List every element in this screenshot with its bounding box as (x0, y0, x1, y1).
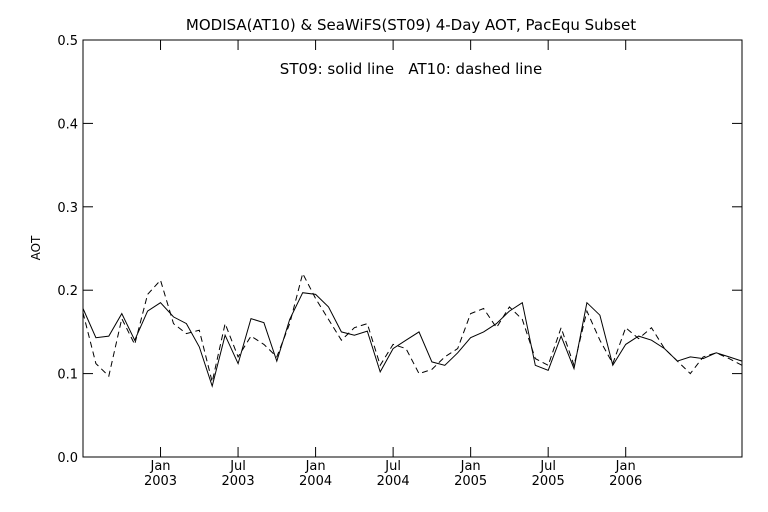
x-tick-month: Jul (229, 459, 246, 474)
x-tick-year: 2004 (377, 474, 410, 489)
y-axis-ticks: 0.0 0.1 0.2 0.3 0.4 0.5 (57, 34, 742, 466)
chart-title: MODISA(AT10) & SeaWiFS(ST09) 4-Day AOT, … (186, 16, 636, 34)
x-tick-year: 2005 (454, 474, 487, 489)
x-tick-month: Jan (460, 459, 481, 474)
y-axis-label: AOT (29, 235, 43, 260)
x-tick-year: 2004 (299, 474, 332, 489)
y-tick-label: 0.5 (57, 34, 78, 49)
series-line-at10 (82, 272, 743, 383)
y-tick-label: 0.1 (57, 368, 78, 383)
x-tick-year: 2005 (532, 474, 565, 489)
y-tick-label: 0.4 (57, 117, 78, 132)
y-tick-label: 0.3 (57, 201, 78, 216)
x-tick-month: Jan (305, 459, 326, 474)
x-tick-month: Jul (384, 459, 401, 474)
line-style-annotation: ST09: solid line AT10: dashed line (280, 60, 542, 78)
y-tick-label: 0.2 (57, 284, 78, 299)
x-tick-month: Jan (150, 459, 171, 474)
x-tick-year: 2003 (144, 474, 177, 489)
series-layer (82, 272, 743, 388)
y-tick-label: 0.0 (57, 451, 78, 466)
x-tick-year: 2003 (222, 474, 255, 489)
x-tick-month: Jan (615, 459, 636, 474)
plot-frame (82, 39, 743, 458)
x-tick-year: 2006 (609, 474, 642, 489)
x-axis-ticks: Jan2003Jul2003Jan2004Jul2004Jan2005Jul20… (144, 40, 642, 489)
x-tick-month: Jul (539, 459, 556, 474)
series-line-st09 (82, 292, 743, 388)
